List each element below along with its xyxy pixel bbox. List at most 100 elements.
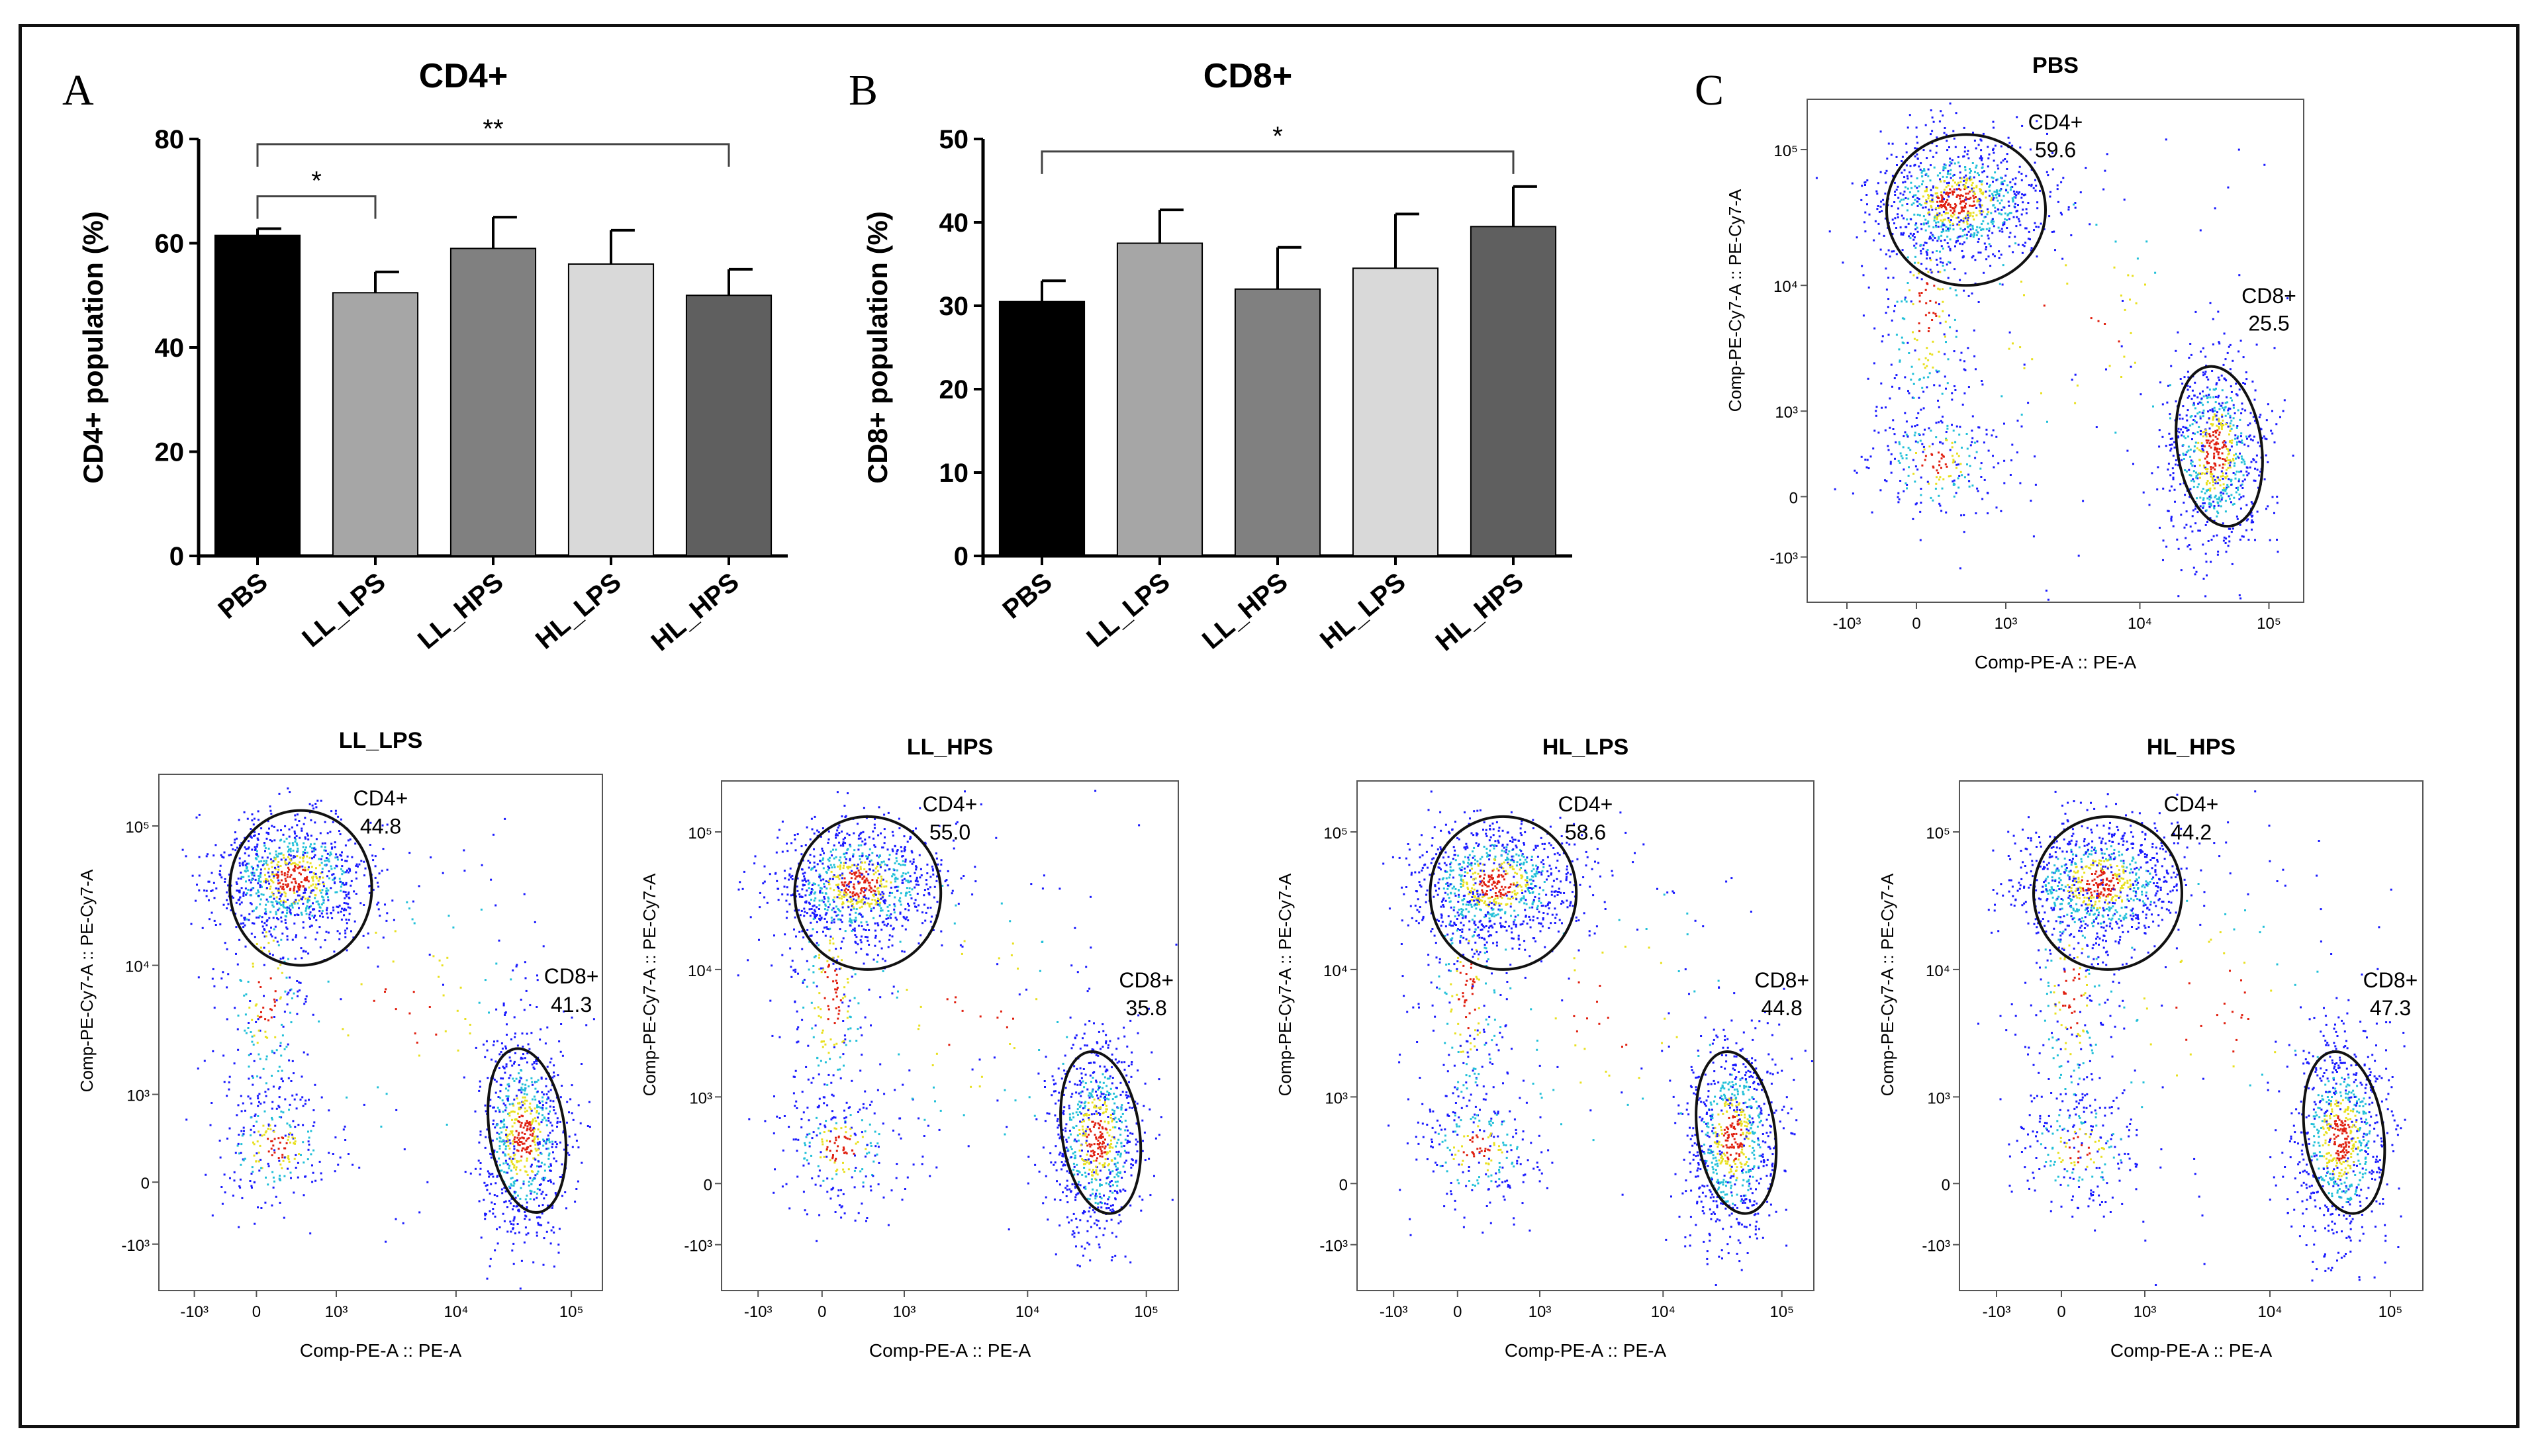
dot xyxy=(2208,433,2211,435)
dot xyxy=(2009,232,2012,234)
dot xyxy=(1964,369,1967,371)
dot xyxy=(236,883,238,885)
dot xyxy=(242,895,245,897)
dot xyxy=(2217,442,2220,445)
dot xyxy=(2213,457,2215,459)
dot xyxy=(2218,496,2221,499)
dot xyxy=(312,1109,315,1112)
dot xyxy=(520,1077,522,1079)
dot xyxy=(258,1130,260,1133)
dot xyxy=(363,1103,365,1106)
dot xyxy=(2183,453,2185,456)
dot xyxy=(483,1043,485,1046)
dot xyxy=(1912,331,1914,334)
dot xyxy=(289,912,292,915)
dot xyxy=(547,1117,549,1120)
dot xyxy=(1991,219,1993,222)
dot xyxy=(267,1128,269,1130)
dot xyxy=(320,799,322,802)
dot xyxy=(514,1032,516,1035)
dot xyxy=(1932,499,1934,502)
dot xyxy=(446,1123,448,1126)
dot xyxy=(301,1096,304,1099)
dot xyxy=(1894,457,1896,460)
dot xyxy=(2221,452,2224,455)
dot xyxy=(1897,496,1899,498)
dot xyxy=(2189,548,2192,551)
dot xyxy=(269,858,272,860)
dot xyxy=(1963,392,1966,394)
dot xyxy=(2243,463,2246,465)
dot xyxy=(281,933,284,935)
dot xyxy=(272,917,275,919)
dot xyxy=(1952,455,1954,457)
dot xyxy=(278,846,281,849)
dot xyxy=(1954,461,1956,463)
dot xyxy=(543,1116,545,1118)
dot xyxy=(271,871,274,874)
dot xyxy=(2187,449,2190,452)
dot xyxy=(2236,426,2238,429)
dot xyxy=(2220,470,2223,473)
dot xyxy=(2034,222,2036,224)
dot xyxy=(539,1224,541,1226)
dot xyxy=(1893,201,1896,203)
dot xyxy=(1934,487,1937,490)
dot xyxy=(319,915,321,917)
dot xyxy=(2057,201,2059,203)
dot xyxy=(489,1257,492,1260)
dot xyxy=(1941,421,1944,424)
dot xyxy=(1927,330,1930,332)
dot xyxy=(2215,442,2218,445)
dot xyxy=(1993,191,1996,193)
dot xyxy=(252,1170,254,1173)
dot xyxy=(1976,226,1979,228)
dot xyxy=(226,1018,228,1021)
dot xyxy=(299,865,301,868)
dot xyxy=(271,840,273,842)
dot xyxy=(2175,459,2177,461)
dot xyxy=(347,871,350,874)
dot xyxy=(297,894,299,897)
dot xyxy=(211,911,213,914)
dot xyxy=(828,860,831,862)
dot xyxy=(2165,445,2167,447)
dot xyxy=(552,1226,555,1228)
dot xyxy=(532,1132,534,1135)
dot xyxy=(839,910,841,913)
dot xyxy=(2204,457,2206,460)
dot xyxy=(2217,377,2220,379)
dot xyxy=(849,866,851,868)
dot xyxy=(2209,517,2212,520)
dot xyxy=(478,1141,481,1144)
dot xyxy=(2127,274,2130,277)
dot xyxy=(488,1011,490,1014)
dot xyxy=(2232,457,2234,460)
dot xyxy=(2212,396,2215,398)
dot xyxy=(1930,232,1932,234)
dot xyxy=(856,867,859,870)
dot xyxy=(1912,373,1914,375)
dot xyxy=(243,917,246,919)
dot xyxy=(505,1134,507,1136)
dot xyxy=(325,893,327,895)
dot xyxy=(205,855,208,858)
dot xyxy=(816,829,819,832)
dot xyxy=(518,1121,521,1124)
dot xyxy=(1952,228,1955,231)
dot xyxy=(230,844,233,846)
dot xyxy=(802,872,804,875)
dot xyxy=(277,861,280,863)
dot xyxy=(1961,243,1964,246)
dot xyxy=(1897,492,1900,494)
dot xyxy=(2237,148,2240,151)
dot xyxy=(497,1096,500,1098)
dot xyxy=(260,860,263,862)
dot xyxy=(2014,242,2017,245)
dot xyxy=(502,1111,504,1113)
dot xyxy=(545,1140,548,1142)
dot xyxy=(2271,410,2273,412)
dot xyxy=(1930,194,1932,197)
dot xyxy=(2242,382,2245,384)
dot xyxy=(499,1169,502,1172)
